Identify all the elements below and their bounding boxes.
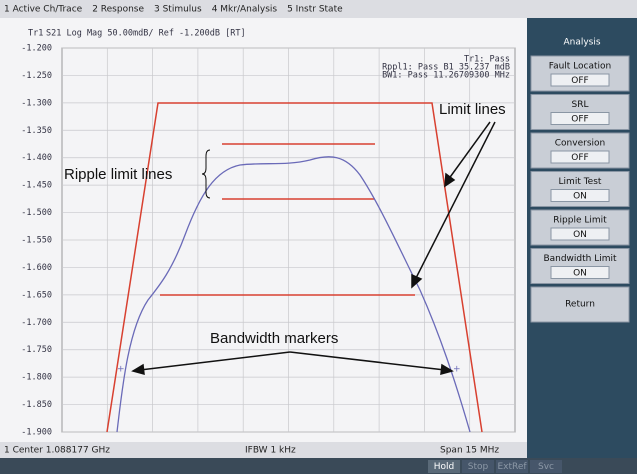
softkey-label: Ripple Limit bbox=[553, 216, 607, 226]
softkey-state: OFF bbox=[571, 76, 588, 86]
limit-line bbox=[106, 102, 483, 433]
status-line: BW1: Pass 11.26709300 MHz bbox=[382, 71, 510, 81]
marker: + bbox=[453, 365, 461, 375]
softkey-state-box bbox=[550, 266, 610, 279]
y-tick-label: -1.250 bbox=[21, 71, 52, 81]
softkey-label: Conversion bbox=[555, 139, 605, 149]
softkey-label: SRL bbox=[572, 100, 589, 110]
softkey-label: Return bbox=[565, 300, 595, 310]
annotation: Limit lines bbox=[439, 101, 506, 118]
y-tick-label: -1.400 bbox=[21, 153, 52, 163]
softkey-state: ON bbox=[573, 230, 587, 240]
y-tick-label: -1.650 bbox=[21, 290, 52, 300]
arrows bbox=[131, 121, 496, 376]
footer-bar bbox=[0, 442, 527, 458]
softkey-label: Fault Location bbox=[549, 62, 612, 72]
status-item: Hold bbox=[434, 462, 455, 472]
softkey-state-box bbox=[550, 189, 610, 202]
status-item: Stop bbox=[468, 462, 489, 472]
softkey-label: Bandwidth Limit bbox=[543, 254, 617, 264]
y-tick-label: -1.500 bbox=[21, 208, 52, 218]
y-tick-label: -1.300 bbox=[21, 98, 52, 108]
y-tick-label: -1.450 bbox=[21, 181, 52, 191]
menu-item[interactable]: 2 Response bbox=[92, 5, 144, 15]
menu-item[interactable]: 3 Stimulus bbox=[154, 5, 202, 15]
y-tick-label: -1.800 bbox=[21, 373, 52, 383]
menu-item[interactable]: 1 Active Ch/Trace bbox=[4, 5, 83, 15]
status-item: ExtRef bbox=[497, 462, 527, 472]
softkey[interactable] bbox=[530, 286, 630, 323]
marker: + bbox=[117, 365, 125, 375]
softkey-state-box bbox=[550, 150, 610, 164]
y-tick-label: -1.750 bbox=[21, 345, 52, 355]
status-cell bbox=[530, 460, 562, 473]
status-item: Svc bbox=[538, 462, 554, 472]
status-cell bbox=[462, 460, 494, 473]
softkey-state-box bbox=[550, 112, 610, 125]
status-cell bbox=[496, 460, 528, 473]
softkey-state: ON bbox=[573, 269, 587, 279]
trace-label: Tr1 bbox=[28, 29, 43, 39]
y-tick-label: -1.850 bbox=[21, 400, 52, 410]
status-line: Rppl1: Pass B1 35.237 mdB bbox=[382, 63, 510, 73]
softkey-state-box bbox=[550, 227, 610, 241]
status-cell bbox=[428, 460, 460, 473]
footer-text: 1 Center 1.088177 GHz bbox=[4, 446, 110, 456]
footer-text: IFBW 1 kHz bbox=[245, 446, 296, 456]
menu-item[interactable]: 4 Mkr/Analysis bbox=[212, 5, 278, 15]
footer-text: Span 15 MHz bbox=[440, 446, 499, 456]
softkey-label: Limit Test bbox=[559, 177, 602, 187]
y-tick-label: -1.550 bbox=[21, 236, 52, 246]
y-tick-label: -1.350 bbox=[21, 126, 52, 136]
menu-item[interactable]: 5 Instr State bbox=[287, 5, 343, 15]
brace bbox=[201, 149, 211, 199]
softkey-state: OFF bbox=[571, 115, 588, 125]
annotation: Bandwidth markers bbox=[210, 330, 338, 347]
softkey-state: ON bbox=[573, 192, 587, 202]
annotation: Ripple limit lines bbox=[64, 166, 172, 183]
trace-header: S21 Log Mag 50.00mdB/ Ref -1.200dB [RT] bbox=[46, 29, 246, 39]
y-tick-label: -1.600 bbox=[21, 263, 52, 273]
y-tick-label: -1.200 bbox=[21, 44, 52, 54]
softkey-title: Analysis bbox=[563, 38, 600, 48]
softkey-state: OFF bbox=[571, 153, 588, 163]
plot-panel bbox=[0, 18, 527, 442]
softkey-state-box bbox=[550, 73, 610, 87]
trace bbox=[116, 156, 471, 433]
status-line: Tr1: Pass bbox=[464, 55, 510, 65]
y-tick-label: -1.900 bbox=[21, 428, 52, 438]
y-tick-label: -1.700 bbox=[21, 318, 52, 328]
menu-bar bbox=[0, 0, 637, 18]
